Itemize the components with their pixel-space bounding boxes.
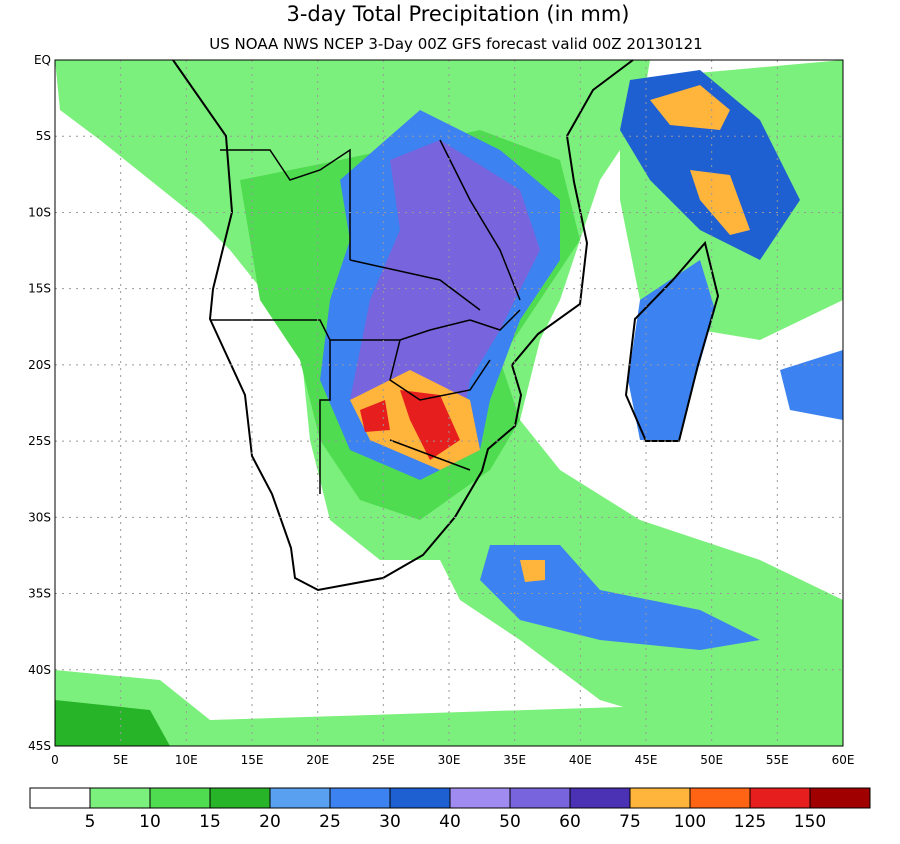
- lat-label: 10S: [28, 205, 51, 219]
- legend-label: 150: [794, 812, 826, 832]
- legend-label: 15: [199, 812, 221, 832]
- lat-label: 35S: [28, 587, 51, 601]
- rain-area: [520, 560, 545, 582]
- map-frame: [54, 59, 844, 747]
- lon-label: 50E: [700, 753, 723, 767]
- lat-label: 15S: [28, 282, 51, 296]
- lon-label: 0: [51, 753, 59, 767]
- legend-swatch: [209, 787, 271, 809]
- legend-swatch: [569, 787, 631, 809]
- legend-label: 20: [259, 812, 281, 832]
- legend-label: 100: [674, 812, 706, 832]
- legend-swatch: [89, 787, 151, 809]
- rain-area: [360, 390, 460, 460]
- lon-label: 25E: [372, 753, 395, 767]
- lon-label: 35E: [503, 753, 526, 767]
- lon-label: 10E: [175, 753, 198, 767]
- lon-label: 20E: [306, 753, 329, 767]
- border: [210, 139, 521, 494]
- legend-label: 10: [139, 812, 161, 832]
- lon-label: 45E: [635, 753, 658, 767]
- legend-swatch: [809, 787, 871, 809]
- lon-label: 5E: [113, 753, 128, 767]
- legend-label: 50: [499, 812, 521, 832]
- legend-swatch: [449, 787, 511, 809]
- coastline: [172, 59, 634, 592]
- rain-area: [350, 140, 540, 440]
- legend: 5 10 15 20 25 30 40 50 60 75 100 125 150: [29, 787, 871, 832]
- legend-label: 40: [439, 812, 461, 832]
- title: 3-day Total Precipitation (in mm): [286, 2, 629, 26]
- lat-label: 5S: [36, 129, 51, 143]
- legend-label: 125: [734, 812, 766, 832]
- legend-label: 60: [559, 812, 581, 832]
- lon-label: 55E: [766, 753, 789, 767]
- lat-label: EQ: [34, 53, 51, 67]
- legend-swatch: [509, 787, 571, 809]
- legend-swatch: [749, 787, 811, 809]
- lon-label: 15E: [241, 753, 264, 767]
- legend-swatch: [689, 787, 751, 809]
- legend-swatch: [629, 787, 691, 809]
- lon-label: 30E: [438, 753, 461, 767]
- rain-area: [780, 350, 843, 420]
- legend-swatch: [389, 787, 451, 809]
- lat-label: 40S: [28, 663, 51, 677]
- subtitle: US NOAA NWS NCEP 3-Day 00Z GFS forecast …: [209, 35, 702, 53]
- legend-label: 30: [379, 812, 401, 832]
- legend-swatch: [329, 787, 391, 809]
- lon-label: 40E: [569, 753, 592, 767]
- rain-area: [480, 545, 760, 650]
- legend-label: 5: [85, 812, 96, 832]
- lon-label: 60E: [832, 753, 855, 767]
- legend-label: 25: [319, 812, 341, 832]
- legend-label: 75: [619, 812, 641, 832]
- lat-label: 20S: [28, 358, 51, 372]
- legend-swatch: [29, 787, 91, 809]
- lat-label: 30S: [28, 510, 51, 524]
- rain-area: [650, 85, 750, 235]
- legend-swatch: [149, 787, 211, 809]
- rain-area: [55, 700, 170, 746]
- legend-swatch: [269, 787, 331, 809]
- lat-label: 25S: [28, 434, 51, 448]
- lat-label: 45S: [28, 739, 51, 753]
